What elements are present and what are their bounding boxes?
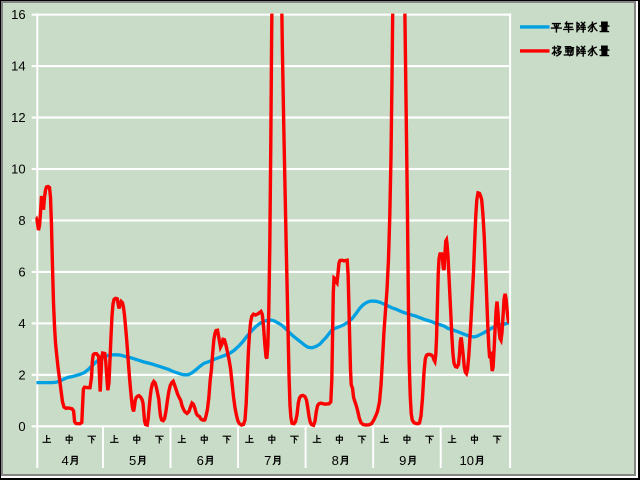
svg-text:8: 8: [332, 453, 339, 468]
svg-text:10: 10: [460, 453, 474, 468]
svg-text:2: 2: [18, 367, 25, 382]
svg-text:8: 8: [18, 213, 25, 228]
svg-text:7: 7: [264, 453, 271, 468]
svg-text:16: 16: [11, 7, 25, 22]
svg-text:14: 14: [11, 59, 25, 74]
svg-text:10: 10: [11, 162, 25, 177]
svg-text:4: 4: [18, 316, 25, 331]
svg-text:6: 6: [18, 265, 25, 280]
svg-text:5: 5: [129, 453, 136, 468]
svg-text:6: 6: [197, 453, 204, 468]
svg-text:0: 0: [18, 419, 25, 434]
svg-text:9: 9: [399, 453, 406, 468]
svg-text:12: 12: [11, 110, 25, 125]
svg-text:4: 4: [61, 453, 68, 468]
